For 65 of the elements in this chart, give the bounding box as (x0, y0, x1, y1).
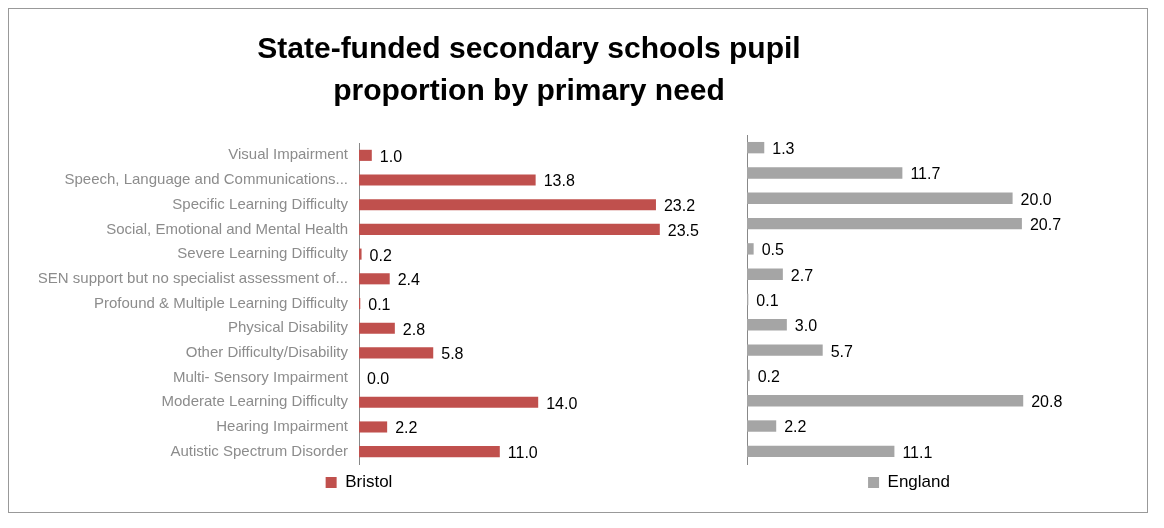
data-label: 2.7 (790, 266, 814, 284)
data-label: 20.7 (1029, 215, 1062, 233)
bar (359, 347, 434, 359)
data-label: 20.0 (1020, 190, 1052, 208)
data-label: 3.0 (794, 317, 818, 335)
y-tick-label: Physical Disability (227, 318, 349, 336)
bar (747, 141, 765, 154)
data-label: 23.2 (663, 197, 696, 215)
data-label: 0.5 (761, 241, 784, 259)
data-label: 23.5 (667, 221, 700, 239)
data-label: 2.2 (784, 418, 807, 436)
bar (359, 322, 395, 334)
y-tick-label: Severe Learning Difficulty (177, 244, 349, 262)
y-tick-label: Social, Emotional and Mental Health (106, 219, 348, 237)
y-tick-label: Visual Impairment (228, 145, 349, 163)
y-tick-label: Autistic Spectrum Disorder (170, 441, 348, 459)
data-label: 5.8 (441, 345, 464, 363)
bar (747, 445, 895, 458)
data-label: 0.2 (369, 246, 392, 264)
bar (747, 395, 1024, 407)
bar (747, 344, 823, 356)
data-label: 1.3 (772, 140, 795, 158)
bar (359, 421, 388, 433)
data-label: 2.4 (397, 271, 421, 289)
bar (359, 174, 536, 186)
data-label: 0.1 (756, 291, 779, 309)
bar (359, 446, 500, 458)
data-label: 0.0 (367, 369, 390, 387)
y-tick-label: Hearing Impairment (216, 417, 349, 435)
bar (747, 217, 1022, 230)
bar (359, 248, 362, 260)
bar (747, 268, 783, 280)
bar (747, 319, 787, 331)
bar (359, 273, 390, 285)
y-tick-label: Specific Learning Difficulty (172, 194, 349, 212)
data-label: 11.7 (910, 165, 941, 183)
bar (359, 199, 656, 211)
y-tick-label: Profound & Multiple Learning Difficulty (93, 293, 349, 311)
legend-label: Bristol (345, 472, 393, 492)
bar (747, 420, 777, 432)
data-label: 2.8 (402, 320, 426, 338)
data-label: 20.8 (1031, 393, 1063, 411)
data-label: 2.2 (395, 419, 418, 437)
bar (359, 396, 539, 408)
y-tick-label: SEN support but no specialist assessment of... (37, 268, 348, 286)
bar (747, 369, 750, 382)
legend-label: England (887, 472, 950, 492)
bar (747, 167, 903, 179)
bar (747, 243, 754, 255)
data-label: 0.1 (368, 295, 391, 313)
y-tick-label: Other Difficulty/Disability (185, 343, 349, 361)
bar (359, 223, 660, 235)
y-tick-label: Moderate Learning Difficulty (161, 392, 349, 410)
bar (747, 192, 1013, 204)
chart-title: State-funded secondary schools pupil proportion by primary need (256, 30, 802, 108)
data-label: 5.7 (830, 342, 854, 360)
data-label: 13.8 (543, 172, 575, 190)
data-label: 11.1 (902, 443, 933, 461)
data-label: 14.0 (546, 394, 578, 412)
bar (359, 149, 372, 161)
y-tick-label: Speech, Language and Communications... (64, 170, 348, 188)
data-label: 0.2 (757, 367, 780, 385)
data-label: 1.0 (379, 147, 403, 165)
data-label: 11.0 (507, 444, 538, 462)
y-tick-label: Multi- Sensory Impairment (172, 367, 349, 385)
